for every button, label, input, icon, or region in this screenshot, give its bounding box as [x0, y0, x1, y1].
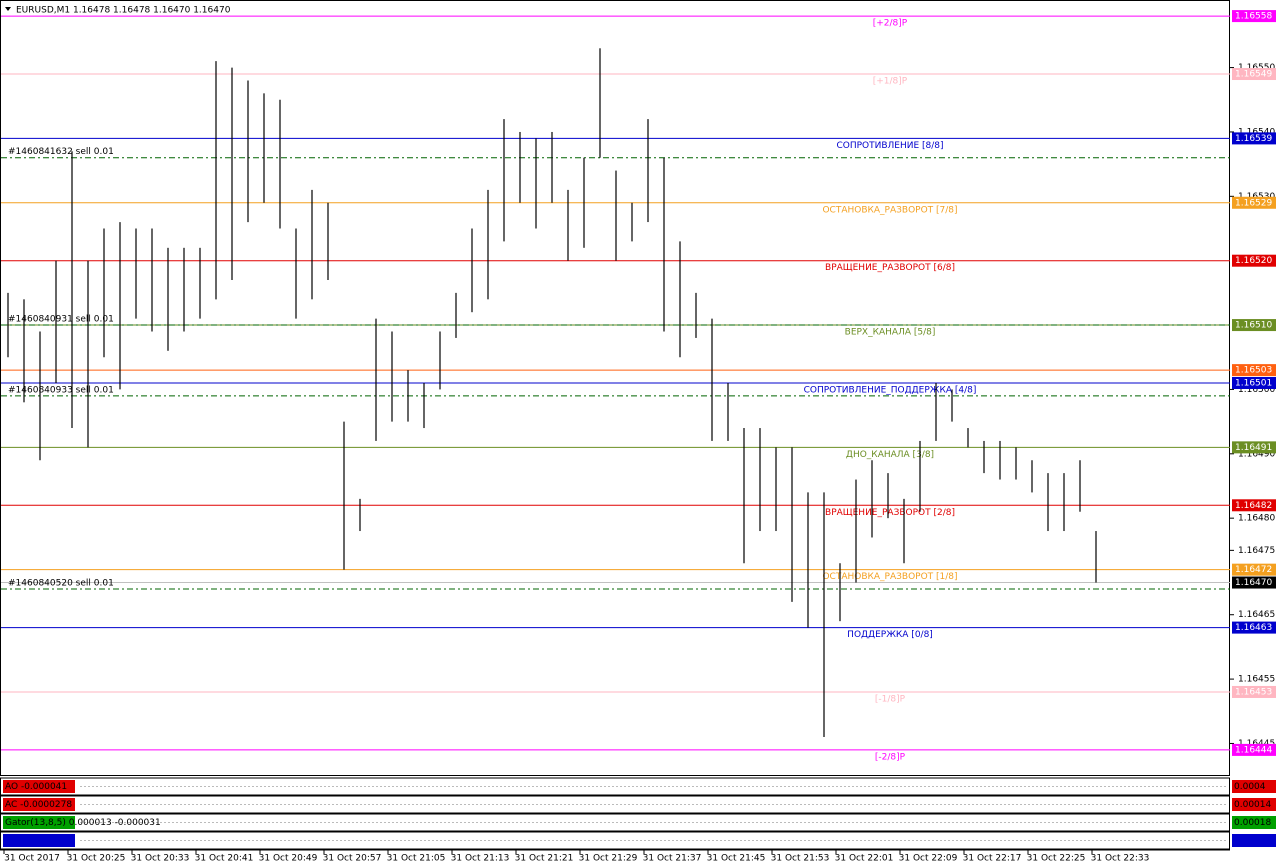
panel-scale-label: 0.0004 — [1234, 782, 1266, 792]
x-tick-label: 31 Oct 22:33 — [1091, 854, 1150, 864]
x-tick-label: 31 Oct 21:37 — [643, 854, 702, 864]
level-label: [+2/8]P — [873, 19, 908, 29]
level-label: ОСТАНОВКА_РАЗВОРОТ [1/8] — [822, 572, 957, 582]
x-tick-label: 31 Oct 20:49 — [259, 854, 318, 864]
level-label: ВРАЩЕНИЕ_РАЗВОРОТ [2/8] — [825, 508, 955, 518]
x-tick-label: 31 Oct 2017 — [4, 854, 60, 864]
x-tick-label: 31 Oct 20:33 — [131, 854, 190, 864]
chart-title: EURUSD,M1 1.16478 1.16478 1.16470 1.1647… — [16, 6, 231, 16]
price-tag — [1232, 576, 1276, 589]
price-tag — [1232, 319, 1276, 332]
price-tag-label: 1.16501 — [1235, 378, 1272, 388]
panel-label-box — [3, 798, 75, 811]
panel-label: AC -0.0000278 — [5, 800, 72, 810]
price-tag — [1232, 68, 1276, 81]
x-tick-label: 31 Oct 20:57 — [323, 854, 382, 864]
price-tag — [1232, 441, 1276, 454]
price-tag-label: 1.16539 — [1235, 134, 1272, 144]
panel-scale-box — [1232, 780, 1276, 793]
level-label: ОСТАНОВКА_РАЗВОРОТ [7/8] — [822, 205, 957, 215]
x-tick-label: 31 Oct 21:13 — [451, 854, 510, 864]
price-tag-label: 1.16520 — [1235, 256, 1272, 266]
level-label: ПОДДЕРЖКА [0/8] — [847, 630, 933, 640]
y-tick-label: 1.16490 — [1238, 449, 1275, 459]
price-tag — [1232, 685, 1276, 698]
x-tick-label: 31 Oct 21:53 — [771, 854, 830, 864]
level-label: [+1/8]P — [873, 77, 908, 87]
indicator-panel — [0, 777, 1230, 796]
order-label: #1460840520 sell 0.01 — [8, 578, 114, 588]
price-tag — [1232, 254, 1276, 267]
price-tag-label: 1.16491 — [1235, 443, 1272, 453]
x-tick-label: 31 Oct 22:01 — [835, 854, 894, 864]
order-label: #1460841632 sell 0.01 — [8, 147, 114, 157]
panel-scale-label: 0.00014 — [1234, 800, 1271, 810]
level-label: [-1/8]P — [875, 694, 906, 704]
menu-arrow[interactable] — [5, 7, 11, 11]
level-label: СОПРОТИВЛЕНИЕ_ПОДДЕРЖКА [4/8] — [804, 385, 977, 395]
price-tag-label: 1.16470 — [1235, 578, 1272, 588]
y-tick-label: 1.16475 — [1238, 546, 1275, 556]
panel-scale-label: 0.00018 — [1234, 818, 1271, 828]
x-tick-label: 31 Oct 22:09 — [899, 854, 958, 864]
price-tag-label: 1.16529 — [1235, 198, 1272, 208]
price-tag — [1232, 364, 1276, 377]
price-tag — [1232, 10, 1276, 23]
x-tick-label: 31 Oct 22:17 — [963, 854, 1022, 864]
main-frame — [0, 0, 1230, 776]
x-tick-label: 31 Oct 21:45 — [707, 854, 766, 864]
indicator-panel — [0, 831, 1230, 850]
level-label: ВЕРХ_КАНАЛА [5/8] — [845, 328, 936, 338]
order-label: #1460840933 sell 0.01 — [8, 385, 114, 395]
price-tag-label: 1.16463 — [1235, 623, 1272, 633]
panel-label: AO -0.000041 — [5, 782, 67, 792]
y-tick-label: 1.16500 — [1238, 385, 1275, 395]
price-tag — [1232, 743, 1276, 756]
level-label: ВРАЩЕНИЕ_РАЗВОРОТ [6/8] — [825, 263, 955, 273]
price-tag-label: 1.16444 — [1235, 745, 1272, 755]
price-tag-label: 1.16558 — [1235, 12, 1272, 22]
x-tick-label: 31 Oct 20:41 — [195, 854, 254, 864]
order-label: #1460840931 sell 0.01 — [8, 315, 114, 325]
x-tick-label: 31 Oct 21:21 — [515, 854, 574, 864]
level-label: СОПРОТИВЛЕНИЕ [8/8] — [836, 141, 943, 151]
price-tag — [1232, 499, 1276, 512]
panel-scale-box — [1232, 816, 1276, 829]
panel-label-box — [3, 816, 75, 829]
x-tick-label: 31 Oct 21:05 — [387, 854, 446, 864]
price-tag — [1232, 196, 1276, 209]
x-tick-label: 31 Oct 22:25 — [1027, 854, 1086, 864]
price-tag-label: 1.16472 — [1235, 565, 1272, 575]
price-tag — [1232, 132, 1276, 145]
price-tag-label: 1.16503 — [1235, 366, 1272, 376]
x-tick-label: 31 Oct 21:29 — [579, 854, 638, 864]
panel-label-box — [3, 780, 75, 793]
price-tag — [1232, 376, 1276, 389]
panel-label-box — [3, 834, 75, 847]
indicator-panel — [0, 813, 1230, 832]
panel-scale-box — [1232, 834, 1276, 847]
price-tag — [1232, 621, 1276, 634]
price-tag-label: 1.16510 — [1235, 321, 1272, 331]
price-tag — [1232, 563, 1276, 576]
y-tick-label: 1.16455 — [1238, 675, 1275, 685]
indicator-panel — [0, 795, 1230, 814]
price-tag-label: 1.16453 — [1235, 687, 1272, 697]
price-tag-label: 1.16549 — [1235, 70, 1272, 80]
y-tick-label: 1.16480 — [1238, 514, 1275, 524]
y-tick-label: 1.16465 — [1238, 610, 1275, 620]
panel-scale-box — [1232, 798, 1276, 811]
level-label: [-2/8]P — [875, 752, 906, 762]
panel-label: Gator(13,8,5) 0.000013 -0.000031 — [5, 818, 161, 828]
price-tag-label: 1.16482 — [1235, 501, 1272, 511]
level-label: ДНО_КАНАЛА [3/8] — [846, 450, 934, 460]
x-tick-label: 31 Oct 20:25 — [67, 854, 126, 864]
